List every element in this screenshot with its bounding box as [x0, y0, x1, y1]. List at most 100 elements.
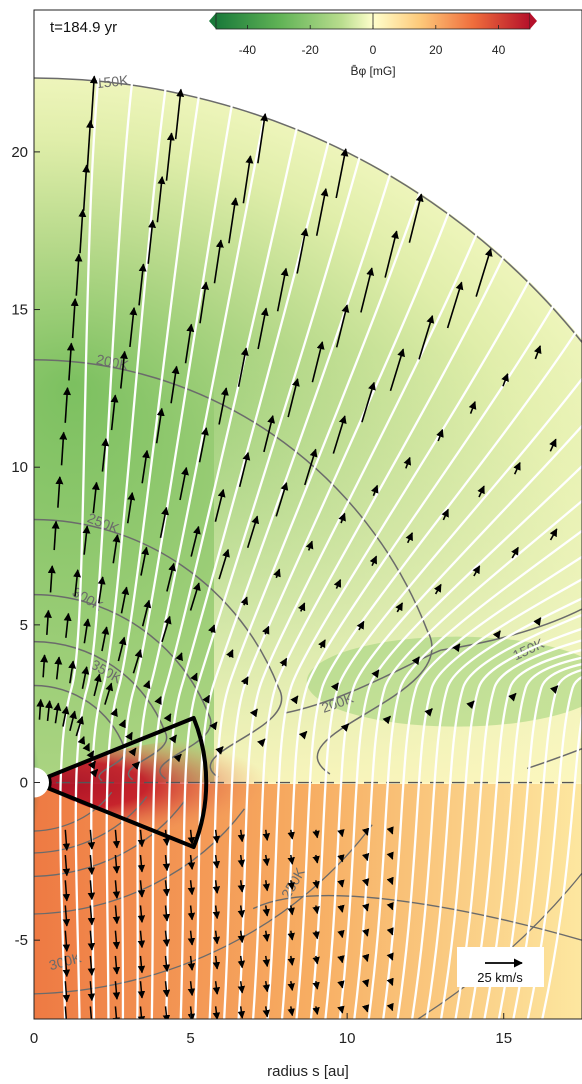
velocity-arrow: [87, 829, 96, 850]
field-line: [497, 662, 582, 1019]
velocity-arrow: [212, 829, 221, 844]
velocity-arrow: [262, 955, 270, 968]
field-line: [208, 89, 452, 1019]
x-tick-label: 5: [186, 1030, 194, 1047]
velocity-arrow: [62, 905, 71, 927]
velocity-arrow: [209, 721, 218, 731]
velocity-arrow: [142, 680, 151, 690]
field-line: [165, 45, 352, 1019]
velocity-arrow: [262, 905, 270, 917]
velocity-arrow: [262, 854, 270, 867]
velocity-arrow: [112, 905, 121, 925]
velocity-arrow: [312, 880, 320, 889]
field-line: [223, 107, 485, 1019]
velocity-arrow: [218, 548, 230, 580]
velocity-arrow: [337, 955, 345, 964]
velocity-arrow: [508, 692, 517, 702]
velocity-arrow: [187, 981, 196, 997]
velocity-arrow: [405, 532, 413, 544]
temperature-contour: [34, 791, 113, 832]
colorbar-low-extension: [209, 13, 216, 29]
velocity-arrow: [340, 723, 350, 732]
field-line: [382, 555, 582, 1019]
velocity-arrow: [168, 734, 177, 744]
velocity-arrow: [386, 851, 394, 860]
velocity-arrow: [212, 905, 221, 920]
temperature-contour: [34, 518, 283, 778]
velocity-arrow: [140, 546, 150, 576]
velocity-arrow: [452, 643, 461, 653]
x-axis: 0 5 10 15: [30, 1013, 512, 1047]
velocity-arrow: [337, 1005, 345, 1014]
velocity-arrow: [237, 905, 246, 918]
velocity-arrow: [549, 685, 559, 694]
velocity-arrow: [89, 768, 99, 778]
velocity-arrow: [408, 193, 424, 243]
velocity-arrow: [73, 569, 82, 597]
velocity-arrow: [184, 323, 195, 364]
field-line: [526, 676, 582, 1019]
x-axis-title: radius s [au]: [267, 1063, 349, 1080]
velocity-arrow: [237, 955, 246, 969]
velocity-arrow: [212, 955, 221, 970]
velocity-arrow: [54, 656, 63, 680]
velocity-arrow: [418, 314, 435, 360]
velocity-arrow: [362, 978, 370, 988]
velocity-arrow: [162, 854, 171, 872]
velocity-arrow: [187, 854, 196, 870]
velocity-arrow: [165, 132, 175, 181]
velocity-arrow: [472, 565, 481, 577]
velocity-arrow: [44, 700, 53, 722]
velocity-arrow: [112, 955, 121, 975]
velocity-arrow: [371, 669, 380, 679]
velocity-arrow: [161, 615, 172, 643]
field-line: [541, 710, 582, 1019]
field-line: [295, 321, 582, 1019]
velocity-arrow: [112, 854, 121, 874]
velocity-arrow: [59, 431, 68, 466]
velocity-arrow: [395, 602, 404, 613]
velocity-arrow: [51, 520, 60, 551]
velocity-arrow: [97, 576, 106, 604]
velocity-arrow: [312, 905, 320, 915]
velocity-arrow: [237, 930, 246, 944]
field-line: [454, 639, 582, 1019]
velocity-arrow: [511, 546, 519, 559]
velocity-arrow: [549, 528, 558, 541]
velocity-arrow: [386, 952, 394, 961]
field-line: [367, 529, 582, 1019]
velocity-arrow: [87, 955, 96, 976]
velocity-arrow: [202, 694, 211, 704]
velocity-arrow: [78, 208, 87, 254]
velocity-arrow: [218, 387, 229, 425]
velocity-arrow: [214, 488, 226, 522]
velocity-arrow: [119, 350, 128, 389]
velocity-arrow: [162, 880, 171, 897]
velocity-arrow: [262, 1006, 270, 1018]
velocity-arrow: [312, 930, 320, 940]
velocity-arrow: [137, 981, 146, 999]
velocity-arrow: [198, 427, 209, 463]
velocity-arrow: [64, 1006, 68, 1019]
velocity-arrow: [441, 508, 449, 521]
velocity-arrow: [501, 373, 509, 387]
temperature-contour: [34, 359, 433, 775]
velocity-arrow: [86, 119, 94, 169]
velocity-arrow: [62, 854, 71, 877]
velocity-arrow: [187, 905, 196, 921]
velocity-arrow: [212, 1006, 221, 1019]
velocity-arrow: [81, 666, 90, 689]
velocity-arrow: [55, 476, 64, 508]
x-tick-label: 10: [339, 1030, 356, 1047]
y-tick-label: 10: [11, 459, 28, 476]
velocity-arrow: [262, 625, 270, 635]
velocity-arrow: [296, 227, 309, 274]
velocity-arrow: [315, 188, 329, 236]
field-line: [512, 668, 582, 1019]
velocity-arrow: [104, 682, 114, 705]
velocity-arrow: [126, 491, 136, 524]
velocity-arrow: [53, 702, 62, 724]
velocity-arrow: [332, 415, 347, 454]
